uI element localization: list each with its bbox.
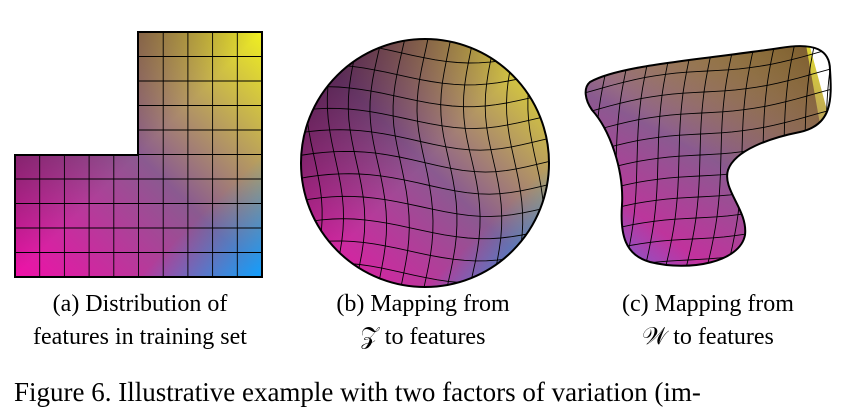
grid-line xyxy=(697,46,745,266)
grid-line xyxy=(301,195,549,217)
panel-c xyxy=(584,45,832,267)
panel-a xyxy=(14,31,263,278)
grid-line xyxy=(781,46,829,266)
caption-b-line2: 𝒵 to features xyxy=(361,324,486,350)
grid-line xyxy=(585,46,598,266)
caption-a-line1: (a) Distribution of xyxy=(53,291,228,317)
grid-line xyxy=(301,150,549,173)
panel-b xyxy=(300,38,550,288)
grid-line xyxy=(548,39,549,287)
grid-line xyxy=(301,39,302,287)
grid-line xyxy=(439,39,458,287)
figure-caption: Figure 6. Illustrative example with two … xyxy=(14,377,701,407)
caption-c-line2: 𝒲 to features xyxy=(642,324,774,350)
caption-a-line2: features in training set xyxy=(33,324,247,350)
grid-line xyxy=(301,173,549,195)
caption-c-line1: (c) Mapping from xyxy=(622,291,794,317)
grid-line xyxy=(802,46,831,266)
grid-line xyxy=(718,46,766,266)
grid-line xyxy=(585,46,619,266)
grid-line xyxy=(461,39,481,287)
grid-line xyxy=(760,46,808,266)
grid-line xyxy=(301,39,549,42)
caption-b-line1: (b) Mapping from xyxy=(336,291,510,317)
